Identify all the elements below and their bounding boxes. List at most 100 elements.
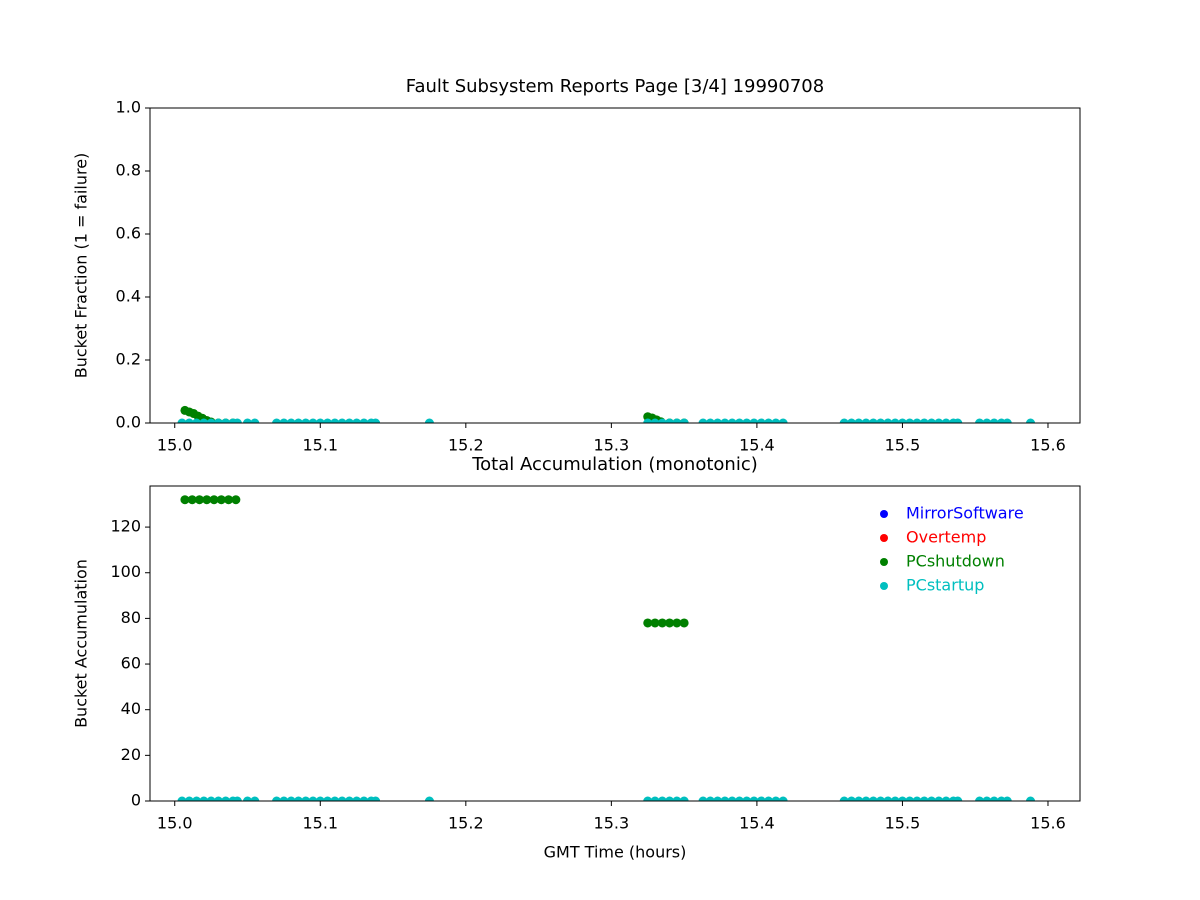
y-tick-label: 0 [131, 791, 141, 810]
data-point [672, 418, 682, 423]
data-point [778, 418, 788, 423]
data-point [720, 796, 730, 801]
data-point [199, 418, 209, 423]
data-point [720, 418, 730, 423]
y-tick-label: 0.2 [116, 350, 141, 369]
y-tick-label: 0.4 [116, 287, 141, 306]
y-tick-label: 1.0 [116, 98, 141, 117]
x-tick-label: 15.1 [302, 814, 338, 833]
data-point [279, 796, 289, 801]
legend-label: PCshutdown [906, 552, 1005, 571]
data-point [1002, 418, 1012, 423]
data-point [1026, 418, 1036, 423]
data-point [279, 418, 289, 423]
data-point [953, 796, 963, 801]
data-point [650, 618, 660, 628]
y-tick-label: 80 [121, 608, 141, 627]
data-point [919, 418, 929, 423]
y-axis-label: Bucket Fraction (1 = failure) [72, 153, 91, 379]
data-point [177, 796, 187, 801]
data-point [643, 618, 653, 628]
data-point [679, 618, 689, 628]
data-point [206, 796, 216, 801]
x-tick-label: 15.6 [1030, 436, 1066, 455]
x-tick-label: 15.5 [885, 436, 921, 455]
data-point [919, 796, 929, 801]
y-tick-label: 40 [121, 699, 141, 718]
legend-marker [880, 558, 888, 566]
data-point [975, 796, 985, 801]
data-point [1026, 796, 1036, 801]
data-point [890, 796, 900, 801]
data-point [982, 796, 992, 801]
subplot: 15.0 15.1 15.2 15.3 15.4 15.5 15.6 0.0 0.2 0.4 0.6… [72, 76, 1081, 455]
data-point [301, 796, 311, 801]
data-point [184, 418, 194, 423]
data-point [912, 796, 922, 801]
data-point [192, 796, 202, 801]
data-point [371, 796, 381, 801]
data-point [876, 418, 886, 423]
y-tick-label: 0.0 [116, 413, 141, 432]
data-point [890, 418, 900, 423]
data-point [698, 796, 708, 801]
data-point [231, 495, 241, 505]
data-point [315, 418, 325, 423]
data-point [216, 495, 226, 505]
data-point [293, 418, 303, 423]
data-point [232, 796, 242, 801]
data-point [250, 418, 260, 423]
plot-area [177, 495, 1036, 801]
data-point [868, 418, 878, 423]
data-point [897, 796, 907, 801]
data-point [847, 796, 857, 801]
data-point [286, 796, 296, 801]
data-point [749, 796, 759, 801]
data-point [861, 796, 871, 801]
legend-label: PCstartup [906, 576, 984, 595]
data-point [764, 418, 774, 423]
data-point [927, 796, 937, 801]
data-point [344, 418, 354, 423]
data-point [337, 418, 347, 423]
data-point [221, 796, 231, 801]
data-point [359, 796, 369, 801]
data-point [771, 418, 781, 423]
data-point [232, 418, 242, 423]
data-point [213, 796, 223, 801]
data-point [756, 796, 766, 801]
y-tick-label: 100 [110, 562, 141, 581]
data-point [989, 418, 999, 423]
chart-title: Fault Subsystem Reports Page [3/4] 19990… [406, 76, 824, 97]
data-point [202, 495, 212, 505]
data-point [665, 796, 675, 801]
x-tick-label: 15.0 [157, 814, 193, 833]
data-point [371, 418, 381, 423]
data-point [975, 418, 985, 423]
data-point [301, 418, 311, 423]
y-tick-label: 120 [110, 517, 141, 536]
data-point [192, 418, 202, 423]
data-point [742, 796, 752, 801]
x-tick-label: 15.2 [448, 814, 484, 833]
data-point [194, 495, 204, 505]
data-point [679, 418, 689, 423]
data-point [698, 418, 708, 423]
data-point [657, 796, 667, 801]
legend-label: Overtemp [906, 528, 986, 547]
data-point [272, 796, 282, 801]
data-point [672, 618, 682, 628]
data-point [243, 796, 253, 801]
data-point [876, 796, 886, 801]
legend-marker [880, 510, 888, 518]
data-point [293, 796, 303, 801]
data-point [352, 418, 362, 423]
data-point [643, 796, 653, 801]
axes-frame [149, 485, 1081, 802]
x-tick-label: 15.3 [594, 814, 630, 833]
data-point [941, 796, 951, 801]
data-point [308, 796, 318, 801]
data-point [734, 796, 744, 801]
